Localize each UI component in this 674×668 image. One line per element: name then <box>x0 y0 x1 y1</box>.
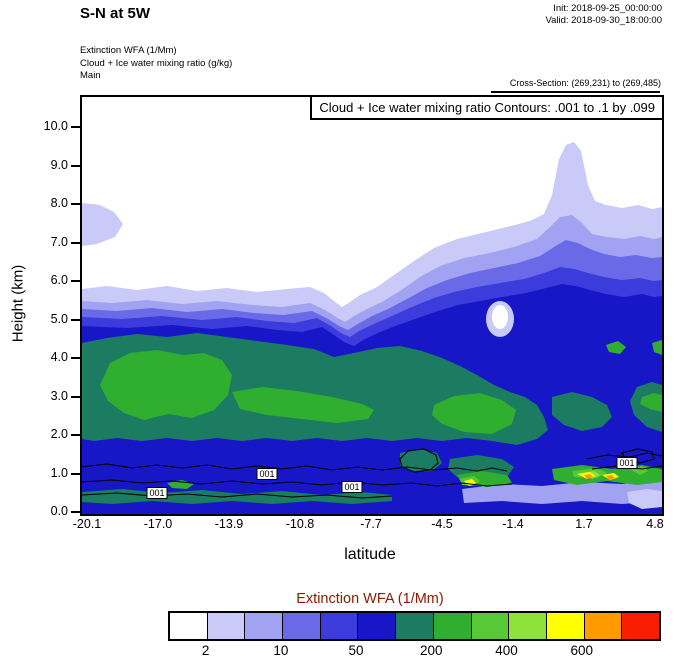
x-axis-label: latitude <box>344 546 396 563</box>
x-tick-label: -20.1 <box>72 517 102 531</box>
y-tick-mark <box>71 472 80 475</box>
contour-label: 001 <box>341 481 363 493</box>
contour-field-svg <box>82 142 662 514</box>
init-time: Init: 2018-09-25_00:00:00 <box>553 3 662 14</box>
x-tick-label: -4.5 <box>431 517 453 531</box>
fill-region <box>462 480 662 504</box>
y-tick-label: 5.0 <box>50 311 68 326</box>
x-tick-label: -13.9 <box>214 517 244 531</box>
fill-region <box>100 350 232 420</box>
legend-color-box <box>320 613 359 639</box>
cross-section-underline <box>491 91 660 93</box>
x-tick-label: -10.8 <box>285 517 315 531</box>
y-tick-label: 10.0 <box>43 119 68 133</box>
fill-region <box>584 474 593 479</box>
plot-area: Cloud + Ice water mixing ratio Contours:… <box>80 95 664 516</box>
cloud-contour-line <box>82 479 513 487</box>
fill-region <box>82 203 123 246</box>
cloud-contour-line <box>399 448 439 473</box>
legend-title: Extinction WFA (1/Mm) <box>296 591 444 607</box>
x-tick-label: -1.4 <box>502 517 524 531</box>
fill-region <box>606 341 626 354</box>
legend-tick-label: 600 <box>570 643 594 658</box>
legend-color-box <box>622 613 659 639</box>
field-line-extinction: Extinction WFA (1/Mm) <box>80 45 177 56</box>
legend-tick-label: 10 <box>273 643 289 658</box>
legend-color-box <box>283 613 321 639</box>
y-tick-label: 9.0 <box>50 157 68 172</box>
y-axis-label: Height (km) <box>9 264 27 343</box>
fill-region <box>652 340 662 355</box>
fill-region <box>400 449 442 472</box>
legend-labels: 2 10 50 200 400 600 <box>168 643 657 659</box>
y-tick-mark <box>71 280 80 282</box>
contour-label: 001 <box>146 487 168 499</box>
legend-tick-label: 200 <box>420 643 443 658</box>
x-tick-label: -7.7 <box>360 517 382 531</box>
fill-region <box>232 387 374 423</box>
contour-info-box: Cloud + Ice water mixing ratio Contours:… <box>310 95 664 120</box>
legend-color-box <box>509 613 547 639</box>
fill-region <box>492 305 508 329</box>
y-tick-label: 6.0 <box>50 273 68 287</box>
legend-bar <box>168 611 661 641</box>
legend-tick-label: 50 <box>348 643 364 658</box>
contour-label: 001 <box>256 468 278 480</box>
y-tick-label: 4.0 <box>50 350 68 364</box>
y-tick-mark <box>71 126 80 128</box>
valid-time: Valid: 2018-09-30_18:00:00 <box>545 15 662 27</box>
y-tick-label: 1.0 <box>50 465 68 480</box>
y-tick-label: 8.0 <box>50 196 68 210</box>
y-tick-mark <box>71 203 80 205</box>
fill-region <box>606 475 615 480</box>
legend-tick-label: 400 <box>495 643 518 658</box>
y-tick-mark <box>71 511 80 513</box>
legend-color-box <box>396 613 434 639</box>
x-tick-label: -17.0 <box>143 517 173 531</box>
field-description: Extinction WFA (1/Mm) Cloud + Ice water … <box>80 45 232 83</box>
y-tick-mark <box>71 164 80 167</box>
field-line-cloud-ice: Cloud + Ice water mixing ratio (g/kg) <box>80 57 233 69</box>
cloud-contour-line <box>82 463 508 472</box>
legend-color-box <box>358 613 397 639</box>
page-title: S-N at 5W <box>80 5 151 22</box>
y-tick-label: 0.0 <box>50 504 68 518</box>
y-tick-mark <box>71 434 80 436</box>
y-tick-mark <box>71 318 80 321</box>
fill-region <box>432 393 516 434</box>
legend-color-box <box>546 613 585 639</box>
cloud-contour-line <box>82 492 393 499</box>
fill-region <box>627 489 662 509</box>
y-tick-mark <box>71 241 80 244</box>
legend-tick-label: 2 <box>201 643 210 658</box>
y-tick-mark <box>71 357 80 359</box>
x-tick-label: 1.7 <box>575 517 593 531</box>
y-tick-mark <box>71 395 80 398</box>
legend-color-box <box>471 613 510 639</box>
y-tick-label: 7.0 <box>50 234 68 249</box>
x-tick-label: 4.8 <box>646 517 664 531</box>
legend-color-box <box>170 613 208 639</box>
legend-color-box <box>207 613 246 639</box>
y-tick-label: 2.0 <box>50 427 68 441</box>
run-times: Init: 2018-09-25_00:00:00 Valid: 2018-09… <box>545 3 662 28</box>
legend-color-box <box>245 613 284 639</box>
contour-label: 001 <box>616 457 638 469</box>
cross-section-info: Cross-Section: (269,231) to (269,485) <box>509 78 661 88</box>
fill-region <box>552 392 612 431</box>
y-tick-label: 3.0 <box>50 388 68 403</box>
legend-color-box <box>433 613 472 639</box>
field-line-domain: Main <box>80 70 101 82</box>
legend-color-box <box>584 613 623 639</box>
fill-region <box>640 393 662 412</box>
